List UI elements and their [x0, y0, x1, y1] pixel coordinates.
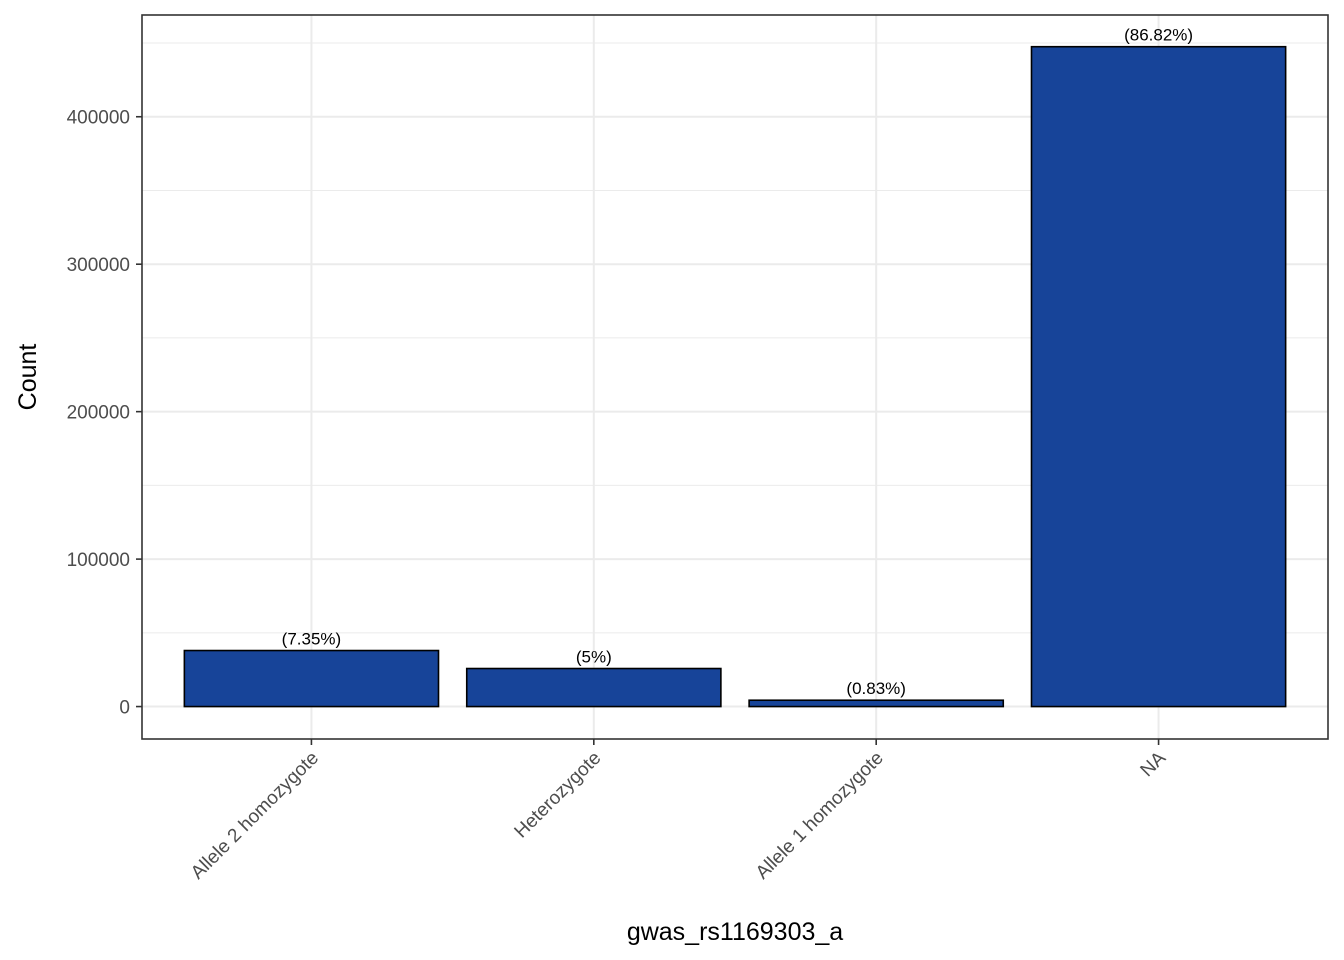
bars — [183, 45, 1287, 708]
y-axis-ticks: 0 100000 200000 300000 400000 — [67, 108, 142, 719]
y-tick-label: 0 — [119, 698, 130, 719]
bar-value-label: (7.35%) — [282, 630, 342, 649]
bar — [465, 667, 722, 708]
y-tick-label: 200000 — [67, 403, 130, 424]
bar-value-label: (0.83%) — [846, 679, 906, 698]
y-tick-label: 100000 — [67, 550, 130, 571]
x-axis-title: gwas_rs1169303_a — [627, 918, 843, 946]
bar — [748, 699, 1005, 708]
bar — [183, 649, 440, 708]
panel-border — [141, 14, 1329, 740]
bar-value-label: (5%) — [576, 648, 612, 667]
bar — [1030, 45, 1287, 708]
y-tick-label: 300000 — [67, 255, 130, 276]
data-labels: (7.35%) (5%) (0.83%) (86.82%) — [282, 26, 1193, 699]
y-axis-title: Count — [14, 344, 42, 411]
y-tick-label: 400000 — [67, 108, 130, 129]
bar-value-label: (86.82%) — [1124, 26, 1193, 45]
